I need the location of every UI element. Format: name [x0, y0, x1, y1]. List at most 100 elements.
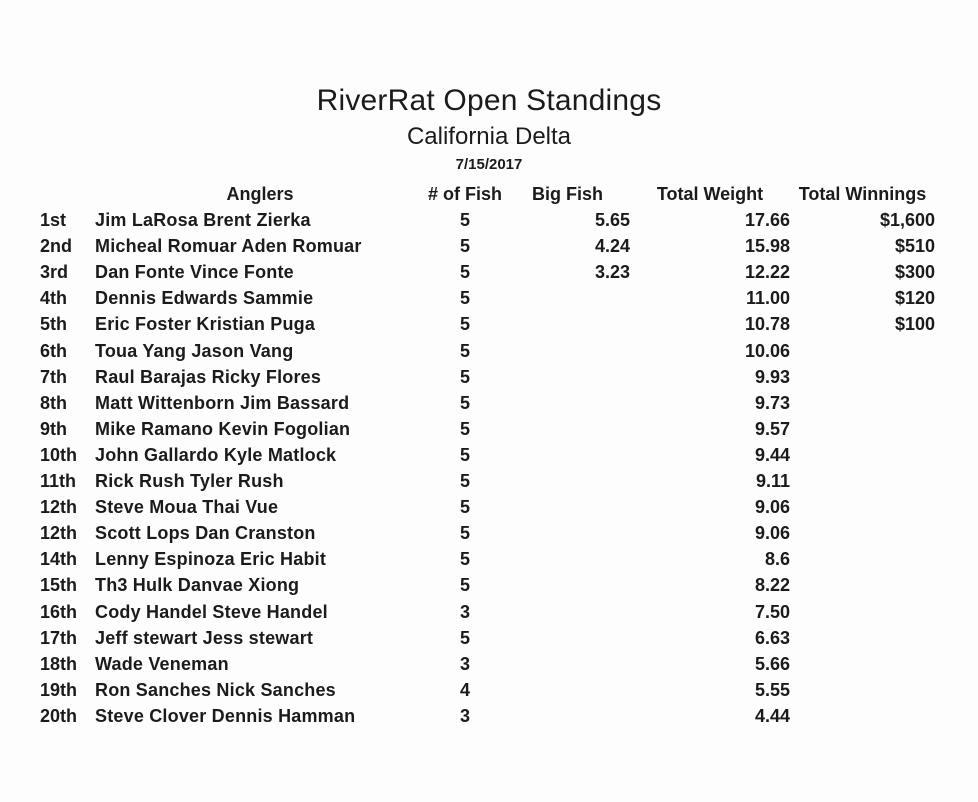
page-subtitle: California Delta: [406, 123, 572, 150]
total-weight-cell: 8.22: [754, 575, 790, 596]
winnings-cell: [790, 625, 935, 651]
page-title: RiverRat Open Standings: [316, 84, 662, 117]
rank-cell: 5th: [40, 314, 67, 335]
anglers-cell: Micheal Romuar Aden Romuar: [95, 236, 362, 257]
rank-cell: 8th: [40, 392, 67, 413]
big-fish-cell: [505, 651, 630, 677]
anglers-cell: Dan Fonte Vince Fonte: [95, 262, 294, 283]
anglers-cell: Scott Lops Dan Cranston: [95, 523, 316, 544]
fish-count-cell: 5: [459, 471, 470, 492]
fish-count-cell: 5: [459, 575, 470, 596]
total-weight-cell: 6.63: [754, 627, 790, 648]
column-header-rank: [40, 181, 95, 207]
total-weight-cell: 15.98: [744, 236, 790, 257]
table-row: 2nd Micheal Romuar Aden Romuar 5 4.24 15.98 $…: [40, 233, 935, 259]
anglers-cell: John Gallardo Kyle Matlock: [95, 444, 337, 465]
rank-cell: 11th: [40, 471, 77, 492]
rank-cell: 15th: [40, 575, 78, 596]
big-fish-cell: [505, 364, 630, 390]
anglers-cell: Jim LaRosa Brent Zierka: [95, 210, 311, 231]
winnings-cell: $510: [894, 236, 935, 257]
total-weight-cell: 9.44: [754, 444, 790, 465]
rank-cell: 6th: [40, 340, 67, 361]
fish-count-cell: 5: [459, 366, 470, 387]
table-row: 12th Scott Lops Dan Cranston 5 9.06: [40, 520, 935, 546]
table-row: 6th Toua Yang Jason Vang 5 10.06: [40, 338, 935, 364]
rank-cell: 4th: [40, 288, 67, 309]
standings-sheet: RiverRat Open Standings California Delta…: [40, 84, 935, 729]
winnings-cell: [790, 494, 935, 520]
winnings-cell: [790, 442, 935, 468]
anglers-cell: Steve Clover Dennis Hamman: [95, 705, 356, 726]
fish-count-cell: 5: [459, 392, 470, 413]
rank-cell: 12th: [40, 497, 78, 518]
standings-table: Anglers # of Fish Big Fish Total Weight …: [40, 181, 935, 729]
winnings-cell: [790, 338, 935, 364]
column-header-total-winnings: Total Winnings: [798, 184, 927, 204]
winnings-cell: [790, 546, 935, 572]
fish-count-cell: 5: [459, 444, 470, 465]
table-row: 19th Ron Sanches Nick Sanches 4 5.55: [40, 677, 935, 703]
winnings-cell: [790, 599, 935, 625]
rank-cell: 18th: [40, 653, 78, 674]
total-weight-cell: 9.06: [754, 497, 790, 518]
fish-count-cell: 5: [459, 549, 470, 570]
anglers-cell: Steve Moua Thai Vue: [95, 497, 279, 518]
fish-count-cell: 5: [459, 262, 470, 283]
anglers-cell: Mike Ramano Kevin Fogolian: [95, 418, 351, 439]
column-header-total-weight: Total Weight: [656, 184, 764, 204]
big-fish-cell: 4.24: [594, 236, 630, 257]
big-fish-cell: [505, 311, 630, 337]
big-fish-cell: 3.23: [594, 262, 630, 283]
table-row: 10th John Gallardo Kyle Matlock 5 9.44: [40, 442, 935, 468]
anglers-cell: Rick Rush Tyler Rush: [95, 471, 284, 492]
total-weight-cell: 8.6: [764, 549, 790, 570]
table-row: 15th Th3 Hulk Danvae Xiong 5 8.22: [40, 572, 935, 598]
big-fish-cell: [505, 572, 630, 598]
winnings-cell: [790, 520, 935, 546]
total-weight-cell: 9.57: [754, 418, 790, 439]
total-weight-cell: 5.55: [754, 679, 790, 700]
anglers-cell: Toua Yang Jason Vang: [95, 340, 294, 361]
table-row: 3rd Dan Fonte Vince Fonte 5 3.23 12.22 $300: [40, 259, 935, 285]
big-fish-cell: [505, 494, 630, 520]
big-fish-cell: [505, 416, 630, 442]
big-fish-cell: [505, 599, 630, 625]
anglers-cell: Dennis Edwards Sammie: [95, 288, 314, 309]
anglers-cell: Wade Veneman: [95, 653, 229, 674]
big-fish-cell: [505, 677, 630, 703]
rank-cell: 17th: [40, 627, 78, 648]
rank-cell: 20th: [40, 705, 78, 726]
total-weight-cell: 10.78: [744, 314, 790, 335]
table-row: 9th Mike Ramano Kevin Fogolian 5 9.57: [40, 416, 935, 442]
table-row: 17th Jeff stewart Jess stewart 5 6.63: [40, 625, 935, 651]
column-header-big-fish: Big Fish: [532, 184, 603, 204]
table-row: 8th Matt Wittenborn Jim Bassard 5 9.73: [40, 390, 935, 416]
fish-count-cell: 5: [459, 340, 470, 361]
fish-count-cell: 5: [459, 288, 470, 309]
rank-cell: 16th: [40, 601, 78, 622]
rank-cell: 10th: [40, 444, 78, 465]
fish-count-cell: 3: [459, 601, 470, 622]
table-row: 11th Rick Rush Tyler Rush 5 9.11: [40, 468, 935, 494]
total-weight-cell: 9.11: [755, 471, 790, 492]
big-fish-cell: [505, 546, 630, 572]
fish-count-cell: 5: [459, 210, 470, 231]
table-row: 14th Lenny Espinoza Eric Habit 5 8.6: [40, 546, 935, 572]
anglers-cell: Ron Sanches Nick Sanches: [95, 679, 336, 700]
winnings-cell: $120: [894, 288, 935, 309]
rank-cell: 19th: [40, 679, 78, 700]
winnings-cell: [790, 364, 935, 390]
fish-count-cell: 3: [459, 705, 470, 726]
fish-count-cell: 5: [459, 418, 470, 439]
winnings-cell: [790, 651, 935, 677]
table-row: 1st Jim LaRosa Brent Zierka 5 5.65 17.66 $1,6…: [40, 207, 935, 233]
table-row: 4th Dennis Edwards Sammie 5 11.00 $120: [40, 285, 935, 311]
fish-count-cell: 3: [459, 653, 470, 674]
total-weight-cell: 11.00: [745, 288, 790, 309]
fish-count-cell: 5: [459, 314, 470, 335]
total-weight-cell: 7.50: [754, 601, 790, 622]
fish-count-cell: 5: [459, 627, 470, 648]
total-weight-cell: 10.06: [744, 340, 790, 361]
total-weight-cell: 12.22: [744, 262, 790, 283]
